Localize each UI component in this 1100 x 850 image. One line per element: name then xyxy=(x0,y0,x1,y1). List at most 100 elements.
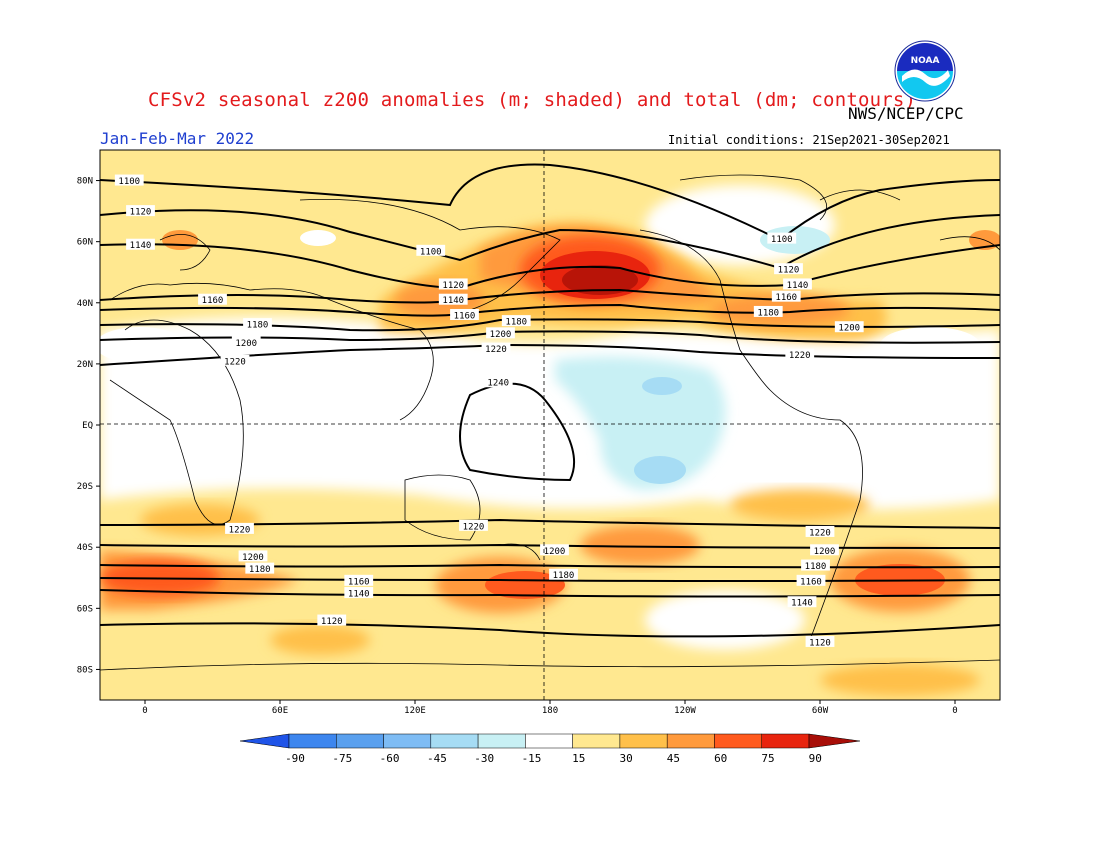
shaded-anomalies xyxy=(100,150,1000,700)
contour-label: 1240 xyxy=(487,379,509,389)
colorbar-swatch xyxy=(477,733,526,749)
contour-label-bg xyxy=(774,263,803,275)
contour-label: 1160 xyxy=(775,293,797,303)
contour-label-bg xyxy=(767,232,797,244)
contour-label: 1100 xyxy=(118,177,140,187)
contour-label: 1200 xyxy=(242,553,264,563)
contour-label-bg xyxy=(783,278,812,290)
contour-label: 1220 xyxy=(463,522,485,532)
contour-label: 1180 xyxy=(757,308,779,318)
contour-label-bg xyxy=(486,327,515,339)
longitude-axis: 0 60E 120E 180 120W 60W 0 xyxy=(142,700,958,716)
contour-label-bg xyxy=(344,574,374,586)
contour-label-bg xyxy=(540,544,569,556)
contour-label: 1220 xyxy=(224,357,246,367)
contour-label-bg xyxy=(438,293,468,305)
contour-label: 1220 xyxy=(809,528,831,538)
agency-label: NWS/NCEP/CPC xyxy=(848,104,964,123)
contour-label-bg xyxy=(416,244,446,256)
contour-label-bg xyxy=(801,559,830,571)
contour-label-bg xyxy=(805,635,835,647)
contour-label: 1100 xyxy=(771,235,793,245)
initial-conditions: Initial conditions: 21Sep2021-30Sep2021 xyxy=(668,133,950,147)
contour-label: 1200 xyxy=(235,339,257,349)
colorbar-tick-label: 60 xyxy=(714,752,727,765)
contour-label-bg xyxy=(501,315,531,327)
latitude-axis: 80N 60N 40N 20N EQ 20S 40S 60S 80S xyxy=(77,177,100,675)
lat-tick-label: 80N xyxy=(77,177,93,187)
colorbar-tick-label: -90 xyxy=(285,752,305,765)
contour-label-bg xyxy=(771,290,801,302)
contour-label: 1160 xyxy=(800,577,822,587)
lon-tick-label: 0 xyxy=(952,706,957,716)
contour-label: 1200 xyxy=(544,547,566,557)
contour-label-bg xyxy=(438,278,468,290)
contour-label: 1180 xyxy=(805,562,827,572)
colorbar-swatch xyxy=(383,733,432,749)
contour-label-bg xyxy=(805,525,835,537)
colorbar-swatch xyxy=(619,733,668,749)
lat-tick-label: EQ xyxy=(82,421,93,431)
contour-label-bg xyxy=(238,550,268,562)
contour-label-bg xyxy=(317,614,347,626)
contour-label-bg xyxy=(483,376,513,388)
contour-label: 1140 xyxy=(130,241,152,251)
chart-title: CFSv2 seasonal z200 anomalies (m; shaded… xyxy=(148,89,917,111)
colorbar-swatch xyxy=(714,733,762,749)
colorbar: -90 -75 -60 -45 -30 -15 15 30 45 60 75 90 xyxy=(239,733,861,765)
contour-label-bg xyxy=(126,205,155,217)
colorbar-tick-label: -30 xyxy=(474,752,494,765)
contour-label-bg xyxy=(450,309,479,320)
contour-label-bg xyxy=(481,342,511,354)
contour-label: 1100 xyxy=(420,247,442,257)
colorbar-tick-label: 30 xyxy=(619,752,632,765)
coastlines xyxy=(100,174,1000,671)
contour-label-bg xyxy=(243,318,272,330)
contour-label-bg xyxy=(753,305,783,317)
contour-label: 1120 xyxy=(778,266,800,276)
colorbar-swatch xyxy=(288,733,337,749)
contour-label: 1180 xyxy=(247,321,269,331)
contour-label: 1160 xyxy=(454,312,476,322)
lat-tick-label: 20S xyxy=(77,482,93,492)
lat-tick-label: 40N xyxy=(77,299,93,309)
lon-tick-label: 0 xyxy=(142,706,147,716)
colorbar-tick-label: 75 xyxy=(761,752,774,765)
contour-label-bg xyxy=(220,354,250,366)
lon-tick-label: 120E xyxy=(404,706,426,716)
colorbar-tick-label: -60 xyxy=(380,752,400,765)
contour-label: 1120 xyxy=(321,617,343,627)
contour-label: 1220 xyxy=(485,345,507,355)
contour-label: 1140 xyxy=(348,590,370,600)
colorbar-swatch xyxy=(336,733,384,749)
lon-tick-label: 60W xyxy=(812,706,829,716)
contour-label: 1140 xyxy=(787,281,809,291)
lon-tick-label: 60E xyxy=(272,706,288,716)
colorbar-tick-label: 15 xyxy=(572,752,585,765)
contour-label-bg xyxy=(344,587,374,599)
contour-label: 1220 xyxy=(229,525,251,535)
contour-label: 1220 xyxy=(789,351,811,361)
colorbar-low-arrow xyxy=(239,733,290,749)
contour-label-bg xyxy=(785,348,815,360)
contour-label: 1140 xyxy=(442,296,464,306)
contour-label-bg xyxy=(810,544,839,556)
contour-label-bg xyxy=(834,321,864,333)
lon-tick-label: 120W xyxy=(674,706,696,716)
contour-label: 1180 xyxy=(505,318,527,328)
colorbar-swatch xyxy=(572,733,621,749)
contour-label-bg xyxy=(549,568,578,580)
lat-tick-label: 20N xyxy=(77,360,93,370)
lon-tick-label: 180 xyxy=(542,706,558,716)
contour-label-bg xyxy=(225,522,254,534)
lat-tick-label: 80S xyxy=(77,665,93,675)
contour-label: 1180 xyxy=(249,565,271,575)
forecast-period: Jan-Feb-Mar 2022 xyxy=(100,129,255,148)
colorbar-tick-label: -45 xyxy=(427,752,447,765)
colorbar-tick-label: 45 xyxy=(667,752,680,765)
colorbar-swatch xyxy=(761,733,810,749)
contour-label: 1200 xyxy=(490,330,512,340)
contour-label-bg xyxy=(114,174,144,186)
contour-label: 1120 xyxy=(130,208,152,218)
